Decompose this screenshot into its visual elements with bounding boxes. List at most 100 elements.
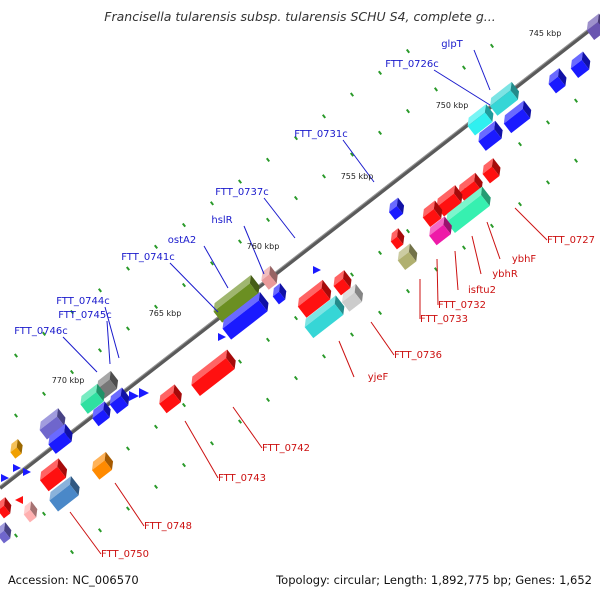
label-leader bbox=[243, 225, 265, 275]
gene-feature[interactable] bbox=[475, 120, 507, 151]
tick-dot bbox=[433, 87, 439, 92]
gene-arrow[interactable] bbox=[218, 333, 226, 341]
tick-dot bbox=[153, 244, 159, 250]
gene-label[interactable]: FTT_0727 bbox=[547, 235, 595, 246]
tick-dot bbox=[209, 201, 215, 206]
gene-feature[interactable] bbox=[545, 68, 570, 94]
gene-feature[interactable] bbox=[210, 274, 263, 323]
gene-feature[interactable] bbox=[188, 349, 240, 397]
gene-feature[interactable] bbox=[36, 408, 69, 440]
gene-feature[interactable] bbox=[269, 283, 290, 305]
gene-feature-top bbox=[342, 283, 356, 303]
gene-feature[interactable] bbox=[486, 81, 522, 116]
gene-arrow[interactable] bbox=[129, 391, 139, 401]
gene-label[interactable]: FTT_0750 bbox=[101, 549, 149, 560]
gene-label[interactable]: FTT_0731c bbox=[294, 129, 348, 140]
gene-feature-side bbox=[510, 81, 520, 100]
gene-feature[interactable] bbox=[89, 401, 115, 427]
gene-arrow[interactable] bbox=[15, 496, 23, 504]
gene-label[interactable]: glpT bbox=[441, 39, 463, 50]
gene-feature[interactable] bbox=[294, 279, 335, 318]
gene-arrow[interactable] bbox=[1, 474, 9, 482]
label-leader bbox=[454, 250, 459, 291]
gene-feature[interactable] bbox=[338, 283, 366, 312]
gene-arrow[interactable] bbox=[23, 468, 31, 476]
gene-feature[interactable] bbox=[583, 13, 600, 41]
gene-features bbox=[0, 13, 600, 544]
gene-label[interactable]: ybhF bbox=[512, 254, 537, 265]
gene-arrow[interactable] bbox=[313, 266, 321, 274]
gene-arrow[interactable] bbox=[139, 388, 149, 398]
tick-dot bbox=[237, 239, 243, 244]
gene-label[interactable]: yjeF bbox=[368, 372, 389, 383]
gene-feature-side bbox=[581, 51, 591, 70]
gene-feature[interactable] bbox=[219, 291, 272, 340]
gene-feature-top bbox=[39, 408, 59, 431]
gene-feature[interactable] bbox=[258, 265, 282, 290]
tick-dot bbox=[265, 337, 271, 343]
gene-feature[interactable] bbox=[387, 228, 408, 250]
gene-label[interactable]: ostA2 bbox=[168, 235, 196, 246]
gene-label[interactable]: ybhR bbox=[492, 269, 518, 280]
gene-feature[interactable] bbox=[433, 185, 466, 217]
gene-label[interactable]: FTT_0742 bbox=[262, 443, 310, 454]
gene-feature[interactable] bbox=[77, 383, 109, 414]
gene-feature[interactable] bbox=[46, 476, 84, 512]
gene-feature[interactable] bbox=[45, 423, 77, 454]
gene-feature[interactable] bbox=[419, 200, 446, 228]
gene-label[interactable]: FTT_0744c bbox=[56, 296, 110, 307]
tick-dot bbox=[13, 413, 19, 418]
tick-dot bbox=[181, 222, 187, 228]
label-leader bbox=[169, 262, 219, 313]
gene-label[interactable]: FTT_0733 bbox=[420, 314, 468, 325]
gene-label[interactable]: FTT_0748 bbox=[144, 521, 192, 532]
gene-label[interactable]: FTT_0741c bbox=[121, 252, 175, 263]
gene-feature[interactable] bbox=[36, 458, 70, 492]
gene-label[interactable]: FTT_0743 bbox=[218, 473, 266, 484]
kbp-tick-label: 760 kbp bbox=[247, 242, 280, 251]
gene-arrow[interactable] bbox=[13, 464, 21, 472]
gene-feature-face bbox=[49, 484, 79, 512]
gene-feature[interactable] bbox=[567, 51, 594, 79]
gene-label[interactable]: hslR bbox=[211, 215, 232, 226]
gene-label[interactable]: isftu2 bbox=[468, 285, 496, 296]
gene-feature[interactable] bbox=[443, 186, 495, 234]
gene-feature[interactable] bbox=[455, 172, 487, 203]
gene-label[interactable]: FTT_0736 bbox=[394, 350, 442, 361]
gene-label[interactable]: FTT_0737c bbox=[215, 187, 269, 198]
gene-feature-face bbox=[422, 208, 442, 228]
gene-feature[interactable] bbox=[0, 522, 15, 544]
gene-feature-top bbox=[388, 197, 398, 213]
gene-feature[interactable] bbox=[426, 216, 456, 246]
gene-feature[interactable] bbox=[500, 100, 535, 134]
gene-label[interactable]: FTT_0726c bbox=[385, 59, 439, 70]
gene-label[interactable]: FTT_0732 bbox=[438, 300, 486, 311]
gene-feature-face bbox=[23, 509, 37, 523]
gene-feature-top bbox=[10, 438, 18, 453]
gene-feature-top bbox=[304, 295, 336, 328]
gene-feature[interactable] bbox=[301, 295, 348, 339]
gene-feature[interactable] bbox=[330, 270, 355, 296]
gene-feature-side bbox=[103, 401, 111, 418]
gene-feature[interactable] bbox=[394, 243, 421, 271]
gene-feature[interactable] bbox=[88, 451, 116, 480]
gene-feature[interactable] bbox=[464, 104, 497, 136]
gene-feature[interactable] bbox=[156, 384, 186, 414]
gene-label[interactable]: FTT_0746c bbox=[14, 326, 68, 337]
gene-feature-top bbox=[191, 349, 228, 385]
tick-dot bbox=[293, 375, 299, 381]
gene-feature[interactable] bbox=[20, 501, 41, 523]
gene-feature[interactable] bbox=[106, 387, 133, 415]
tick-dot bbox=[209, 261, 215, 266]
gene-label[interactable]: FTT_0745c bbox=[58, 310, 112, 321]
tick-dot bbox=[125, 506, 131, 511]
tick-dot bbox=[237, 179, 243, 184]
gene-feature[interactable] bbox=[479, 158, 504, 184]
gene-feature[interactable] bbox=[7, 438, 27, 459]
label-leader bbox=[203, 245, 229, 289]
tick-dot bbox=[293, 135, 299, 141]
gene-feature-face bbox=[48, 432, 72, 454]
gene-feature[interactable] bbox=[0, 497, 15, 519]
gene-feature[interactable] bbox=[385, 197, 407, 221]
